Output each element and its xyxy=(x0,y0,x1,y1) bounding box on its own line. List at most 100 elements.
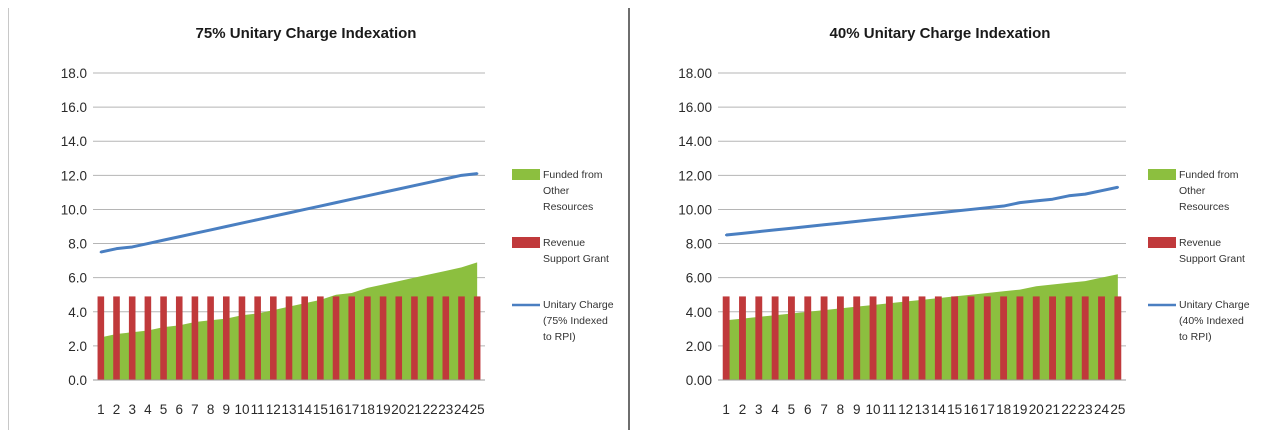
line-point xyxy=(303,208,306,211)
bar-revenue-support-grant xyxy=(207,296,214,380)
line-point xyxy=(209,228,212,232)
x-tick-label: 4 xyxy=(771,402,779,417)
bar-revenue-support-grant xyxy=(97,296,105,380)
line-point xyxy=(724,233,728,237)
legend-label: Resources xyxy=(1179,201,1229,213)
bar-revenue-support-grant xyxy=(160,296,167,380)
x-tick-label: 9 xyxy=(853,402,861,417)
line-point xyxy=(871,218,875,221)
x-tick-label: 3 xyxy=(128,402,136,417)
x-tick-label: 13 xyxy=(914,402,929,417)
line-point xyxy=(334,201,338,204)
bar-revenue-support-grant xyxy=(869,296,877,380)
bar-revenue-support-grant xyxy=(364,296,371,380)
y-tick-label: 14.0 xyxy=(61,134,87,149)
x-tick-label: 5 xyxy=(788,402,796,417)
line-point xyxy=(904,215,907,218)
bar-revenue-support-grant xyxy=(332,296,340,380)
bar-revenue-support-grant xyxy=(144,296,152,380)
bar-revenue-support-grant xyxy=(270,296,277,380)
bar-revenue-support-grant xyxy=(426,296,434,380)
y-tick-label: 2.00 xyxy=(686,339,712,354)
legend-label: Other xyxy=(1179,185,1206,197)
bar-revenue-support-grant xyxy=(348,296,356,380)
x-tick-label: 12 xyxy=(266,402,281,417)
line-point xyxy=(272,215,275,218)
bar-revenue-support-grant xyxy=(1114,296,1122,380)
line-point xyxy=(146,242,150,245)
x-tick-label: 22 xyxy=(423,402,438,417)
legend-label: Funded from xyxy=(1179,169,1239,181)
x-tick-label: 12 xyxy=(898,402,913,417)
x-tick-label: 8 xyxy=(207,402,215,417)
bar-revenue-support-grant xyxy=(983,296,991,380)
bar-revenue-support-grant xyxy=(804,296,812,380)
bar-revenue-support-grant xyxy=(1081,296,1089,380)
legend-label: Unitary Charge xyxy=(1179,299,1250,311)
x-tick-label: 25 xyxy=(1110,402,1125,417)
line-point xyxy=(1067,194,1071,197)
bar-revenue-support-grant xyxy=(1065,296,1073,380)
y-tick-label: 6.0 xyxy=(68,271,87,286)
legend-label: (40% Indexed xyxy=(1179,315,1244,327)
line-point xyxy=(256,218,259,221)
line-point xyxy=(920,213,924,216)
x-tick-label: 16 xyxy=(963,402,978,417)
line-point xyxy=(131,245,134,249)
x-tick-label: 5 xyxy=(160,402,168,417)
bar-revenue-support-grant xyxy=(113,296,120,380)
line-point xyxy=(193,232,197,235)
line-point xyxy=(99,250,103,254)
bar-revenue-support-grant xyxy=(1000,296,1008,380)
bar-revenue-support-grant xyxy=(379,296,387,380)
bar-revenue-support-grant xyxy=(951,296,959,380)
line-point xyxy=(1100,189,1103,192)
chart-40-percent-indexation: 40% Unitary Charge Indexation 0.00 2.00 4.0… xyxy=(678,25,1250,417)
y-tick-label: 12.00 xyxy=(678,168,712,183)
bar-revenue-support-grant xyxy=(885,296,893,380)
bar-revenue-support-grant xyxy=(175,296,183,380)
bar-revenue-support-grant xyxy=(254,296,261,380)
bar-revenue-support-grant xyxy=(222,296,230,380)
line-point xyxy=(1051,198,1054,201)
bar-revenue-support-grant xyxy=(191,296,199,380)
y-tick-label: 4.0 xyxy=(68,305,87,320)
y-tick-label: 8.00 xyxy=(686,237,712,252)
x-tick-label: 15 xyxy=(313,402,328,417)
x-tick-label: 17 xyxy=(344,402,359,417)
x-tick-label: 6 xyxy=(804,402,812,417)
chart-panel-75: 75% Unitary Charge Indexation 0.0 2.0 4.0 6.… xyxy=(8,8,627,430)
line-point xyxy=(773,228,777,232)
y-tick-label: 0.00 xyxy=(686,373,712,388)
bar-revenue-support-grant xyxy=(128,296,136,380)
line-point xyxy=(741,232,744,235)
y-tick-label: 8.0 xyxy=(68,237,87,252)
x-tick-label: 13 xyxy=(281,402,296,417)
chart-title: 75% Unitary Charge Indexation xyxy=(196,25,417,42)
line-point xyxy=(806,225,809,228)
x-tick-label: 23 xyxy=(1078,402,1093,417)
y-tick-label: 2.0 xyxy=(68,339,87,354)
legend-label: Other xyxy=(543,185,570,197)
y-tick-label: 18.00 xyxy=(678,66,712,81)
x-tick-label: 4 xyxy=(144,402,152,417)
line-point xyxy=(953,209,956,213)
line-point xyxy=(1116,186,1120,189)
bar-revenue-support-grant xyxy=(411,296,418,380)
line-point xyxy=(1084,192,1087,196)
bar-revenue-support-grant xyxy=(902,296,910,380)
bar-revenue-support-grant xyxy=(739,296,746,380)
line-point xyxy=(1035,199,1038,203)
line-point xyxy=(428,180,432,184)
x-tick-label: 24 xyxy=(1094,402,1110,417)
legend-label: (75% Indexed xyxy=(543,315,608,327)
bar-revenue-support-grant xyxy=(442,296,450,380)
x-tick-label: 7 xyxy=(820,402,828,417)
bar-revenue-support-grant xyxy=(317,296,324,380)
x-tick-label: 1 xyxy=(722,402,730,417)
x-tick-label: 24 xyxy=(454,402,470,417)
x-tick-label: 2 xyxy=(739,402,747,417)
x-tick-label: 21 xyxy=(407,402,422,417)
bar-revenue-support-grant xyxy=(1032,296,1040,380)
bar-revenue-support-grant xyxy=(755,296,763,380)
